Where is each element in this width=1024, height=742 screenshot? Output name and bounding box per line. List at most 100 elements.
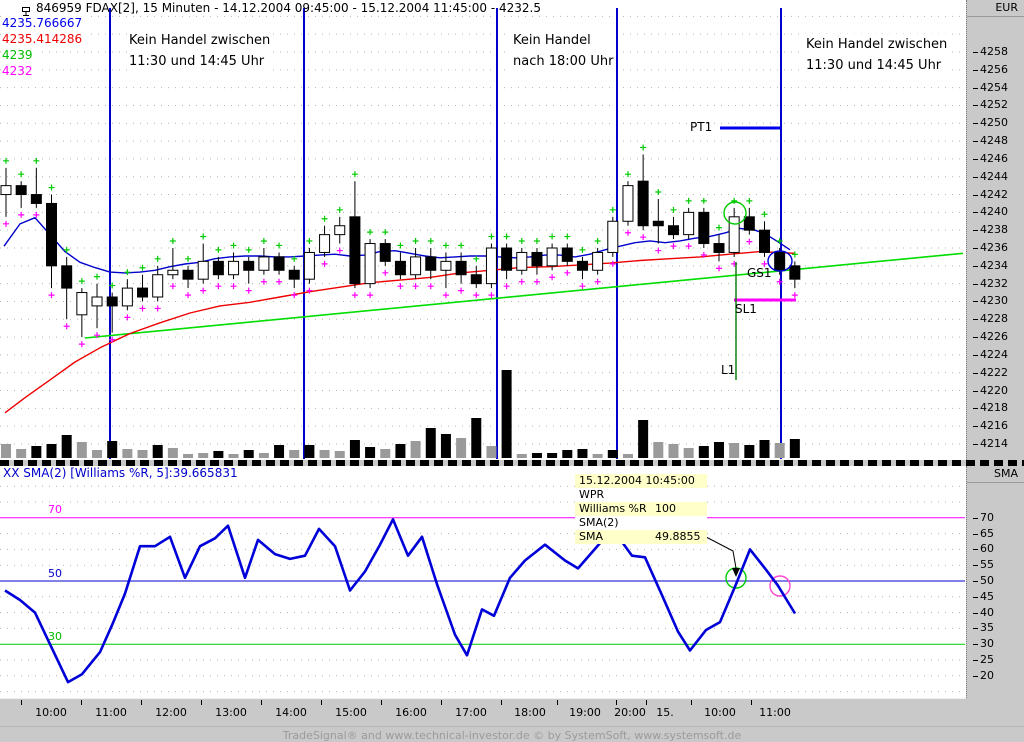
price-readout-ma-fast: 4235.766667 [2, 16, 86, 31]
panel-splitter[interactable] [0, 460, 1024, 466]
volume-bar [607, 450, 618, 458]
time-label: 15:00 [335, 706, 367, 719]
time-tick [261, 700, 262, 705]
price-tick: 4216 [973, 419, 1008, 433]
candle-body [622, 185, 634, 222]
time-tick [141, 700, 142, 705]
highlight-circle[interactable] [769, 575, 791, 597]
annotation-line: 11:30 und 14:45 Uhr [806, 58, 942, 73]
candle-body [76, 292, 88, 316]
candle-body [364, 243, 376, 285]
fractal-high-markers [3, 144, 798, 289]
ma-slow-line [4, 250, 796, 414]
price-readout-trendline: 4239 [2, 48, 36, 63]
volume-bar [274, 445, 285, 458]
trade-signal-label[interactable]: GS1 [747, 266, 772, 280]
candle-body [713, 243, 725, 253]
annotation-line: nach 18:00 Uhr [513, 54, 614, 69]
indicator-tick: 50 [973, 574, 994, 587]
time-label: 10:00 [704, 706, 736, 719]
candle-body [379, 243, 391, 262]
indicator-axis[interactable]: SMA 70 65 60 55 50 45 40 35 30 25 20 [966, 466, 1024, 698]
indicator-tick: 70 [973, 510, 994, 524]
volume-bar [516, 454, 527, 458]
candle-body [258, 256, 270, 271]
indicator-tick: 65 [973, 526, 994, 540]
candle-body [470, 274, 482, 285]
price-tick: 4224 [973, 347, 1008, 361]
indicator-tick: 60 [973, 542, 994, 556]
volume-bar [395, 444, 406, 458]
volume-bar [107, 441, 118, 458]
volume-bar [622, 454, 633, 458]
volume-bar [531, 453, 542, 458]
candle-body [576, 260, 588, 271]
stop-loss-label[interactable]: SL1 [735, 302, 757, 316]
volume-bar [46, 444, 57, 458]
time-label: 13:00 [215, 706, 247, 719]
time-label: 14:00 [275, 706, 307, 719]
price-axis[interactable]: EUR 4258 4256 4254 4252 4250 4248 4246 4244 4242… [966, 0, 1024, 460]
tooltip-row: SMA(2) [575, 516, 707, 530]
indicator-tick: 20 [973, 668, 994, 682]
candle-body [167, 269, 179, 276]
time-tick [501, 700, 502, 705]
annotation-line: 11:30 und 14:45 Uhr [129, 54, 265, 69]
volume-bar [774, 443, 785, 458]
volume-bar [304, 445, 315, 458]
volume-bar [577, 449, 588, 458]
price-tick: 4238 [973, 223, 1008, 237]
pin-icon[interactable] [21, 2, 31, 21]
candle-body [288, 269, 300, 280]
price-readout-ma-slow: 4235.414286 [2, 32, 86, 47]
volume-bar [683, 448, 694, 458]
volume-bar [729, 443, 740, 458]
candle-body [46, 202, 58, 267]
candle-body [182, 269, 194, 280]
time-label: 16:00 [395, 706, 427, 719]
long-entry-label[interactable]: L1 [721, 363, 736, 377]
volume-bar [16, 449, 27, 458]
candle-body [152, 274, 164, 298]
trendline [84, 252, 964, 339]
volume-bar [744, 445, 755, 458]
time-axis[interactable]: 10:00 11:00 12:00 13:00 14:00 15:00 16:00 17:00… [0, 698, 966, 727]
price-tick: 4230 [973, 294, 1008, 308]
candle-body [743, 216, 755, 231]
price-tick: 4220 [973, 383, 1008, 397]
candle-body [728, 216, 740, 253]
annotation-line: Kein Handel [513, 33, 591, 48]
volume-bar [31, 446, 42, 458]
indicator-tick: 35 [973, 621, 994, 635]
candle-body [425, 256, 437, 271]
volume-bar [425, 428, 436, 458]
tooltip-row: Williams %R 100 [579, 502, 676, 515]
candle-body [440, 260, 452, 271]
price-tick: 4240 [973, 205, 1008, 219]
price-tick: 4256 [973, 62, 1008, 76]
candle-body [349, 216, 361, 285]
profit-target-label[interactable]: PT1 [690, 120, 713, 134]
volume-bar [668, 444, 679, 458]
indicator-panel-title: XX SMA(2) [Williams %R, 5]:39.665831 [3, 466, 238, 480]
candle-body [561, 247, 573, 262]
price-tick: 4244 [973, 169, 1008, 183]
candle-body [607, 220, 619, 253]
candle-body [106, 296, 118, 307]
highlight-circle[interactable] [723, 201, 747, 225]
highlight-circle[interactable] [767, 250, 793, 272]
time-tick [557, 700, 558, 705]
indicator-tick: 55 [973, 558, 994, 572]
price-tick: 4252 [973, 98, 1008, 112]
volume-bar [152, 445, 163, 458]
annotation-line: Kein Handel zwischen [129, 33, 271, 48]
candle-body [485, 247, 497, 285]
volume-bar [592, 454, 603, 458]
candle-body [698, 211, 710, 245]
time-tick [381, 700, 382, 705]
tooltip-header: 15.12.2004 10:45:00 [579, 474, 695, 487]
volume-bar [1, 444, 11, 458]
volume-bar [243, 450, 254, 458]
